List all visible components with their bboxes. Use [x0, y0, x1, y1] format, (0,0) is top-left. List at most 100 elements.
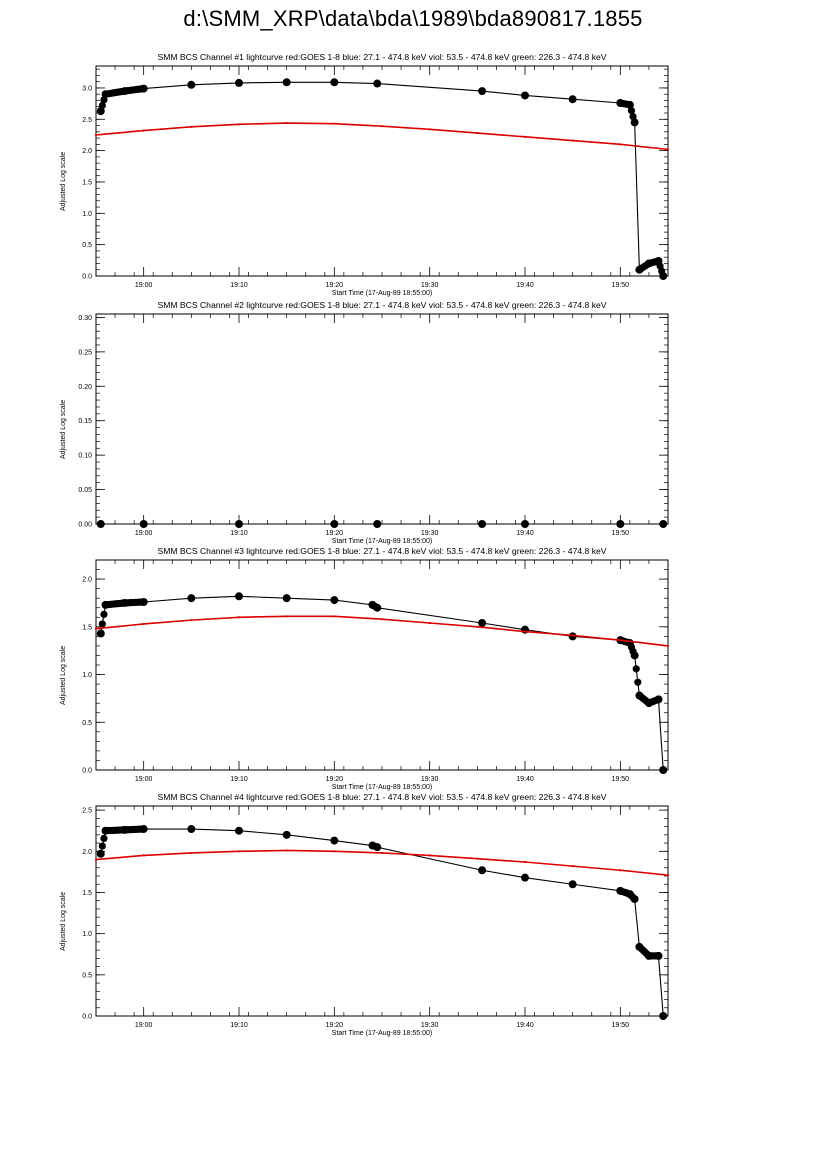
x-tick-label: 19:50	[612, 530, 630, 537]
bcs-data-point	[478, 619, 487, 627]
bcs-data-point	[372, 603, 380, 611]
x-axis-label: Start Time (17-Aug-89 18:55:00)	[331, 784, 433, 791]
bcs-series-line	[100, 81, 664, 277]
bcs-data-point	[521, 873, 529, 882]
y-axis-label: Adjusted Log scale	[60, 645, 67, 705]
goes-data-point	[523, 135, 527, 138]
y-tick-label: 1.0	[82, 211, 92, 218]
chart-svg: 19:00 19:10 19:20 19:30 19:40 19:50 0.0 0.5 1.0 1…	[82, 805, 670, 1029]
goes-data-point	[94, 133, 98, 137]
bcs-data-point	[100, 96, 108, 104]
x-tick-label: 19:30	[421, 776, 439, 783]
y-tick-label: 0.05	[78, 487, 92, 494]
goes-data-point	[285, 121, 288, 125]
goes-data-point	[523, 860, 527, 864]
goes-data-point	[333, 615, 336, 618]
y-tick-label: 1.5	[82, 179, 92, 186]
bcs-data-point	[659, 520, 668, 528]
chart-svg: 19:00 19:10 19:20 19:30 19:40 19:50 0.00 0.05 0.…	[78, 313, 669, 537]
bcs-data-point	[98, 842, 106, 850]
goes-data-point	[571, 865, 574, 868]
bcs-data-point	[632, 665, 640, 673]
y-tick-label: 2.5	[82, 808, 92, 815]
bcs-data-point	[372, 843, 380, 851]
goes-data-point	[571, 634, 574, 637]
bcs-data-point	[282, 78, 291, 87]
chart-title: SMM BCS Channel #1 lightcurve red:GOES 1…	[157, 52, 607, 62]
chart-svg: 19:00 19:10 19:20 19:30 19:40 19:50 0.0 0.5 1.0 1…	[82, 65, 670, 289]
x-tick-label: 19:30	[421, 282, 439, 289]
y-tick-label: 2.0	[82, 577, 92, 584]
chart-title: SMM BCS Channel #3 lightcurve red:GOES 1…	[157, 546, 607, 556]
x-tick-label: 19:20	[326, 530, 344, 537]
bcs-data-point	[139, 520, 148, 528]
x-axis-label: Start Time (17-Aug-89 18:55:00)	[331, 538, 433, 545]
goes-data-point	[94, 858, 98, 861]
goes-data-point	[476, 625, 479, 628]
bcs-data-point	[653, 952, 661, 960]
goes-data-point	[428, 621, 431, 625]
x-tick-label: 19:10	[230, 776, 248, 783]
y-tick-label: 0.0	[82, 1014, 92, 1021]
y-tick-label: 0.5	[82, 242, 92, 249]
goes-data-point	[285, 615, 288, 618]
y-tick-label: 0.25	[78, 349, 92, 356]
goes-data-point	[619, 143, 622, 146]
bcs-data-point	[187, 80, 196, 89]
bcs-data-point	[616, 520, 625, 528]
goes-series-line	[95, 615, 669, 647]
bcs-data-point	[330, 78, 339, 87]
goes-data-point	[237, 123, 241, 126]
x-tick-label: 19:40	[516, 282, 534, 289]
bcs-data-point	[478, 87, 487, 96]
bcs-data-point	[521, 91, 529, 100]
bcs-series-line	[100, 595, 664, 771]
bcs-data-point	[96, 849, 105, 858]
bcs-data-point	[634, 678, 642, 686]
x-axis-label: Start Time (17-Aug-89 18:55:00)	[331, 290, 433, 297]
y-axis-label: Adjusted Log scale	[60, 151, 67, 211]
x-tick-label: 19:10	[230, 282, 248, 289]
bcs-data-point	[96, 107, 105, 116]
chart-panel-channel-1: 19:00 19:10 19:20 19:30 19:40 19:50 0.0 0.5 1.0 1…	[0, 52, 826, 302]
goes-data-point	[237, 850, 241, 853]
y-axis-label: Adjusted Log scale	[60, 891, 67, 951]
goes-data-point	[94, 627, 98, 630]
x-tick-label: 19:00	[135, 1022, 153, 1029]
goes-data-point	[380, 851, 384, 855]
goes-data-point	[285, 849, 288, 852]
x-tick-label: 19:30	[421, 1022, 439, 1029]
bcs-data-point	[330, 836, 339, 845]
bcs-data-point	[653, 696, 661, 704]
goes-series-line	[95, 849, 669, 876]
y-tick-label: 0.5	[82, 720, 92, 727]
bcs-data-point	[187, 594, 196, 603]
bcs-data-point	[624, 100, 632, 109]
goes-data-point	[666, 644, 670, 648]
bcs-data-point	[659, 766, 668, 774]
y-tick-label: 1.5	[82, 624, 92, 631]
bcs-data-point	[330, 520, 339, 528]
goes-data-point	[142, 622, 145, 626]
bcs-data-point	[235, 592, 243, 601]
bcs-data-point	[373, 520, 382, 528]
goes-data-point	[380, 125, 384, 128]
y-tick-label: 2.0	[82, 148, 92, 155]
x-tick-label: 19:50	[612, 1022, 630, 1029]
bcs-data-point	[235, 78, 243, 87]
x-tick-label: 19:50	[612, 282, 630, 289]
chart-svg: 19:00 19:10 19:20 19:30 19:40 19:50 0.0 0.5 1.0 1…	[82, 559, 670, 783]
x-tick-label: 19:50	[612, 776, 630, 783]
bcs-series-line	[100, 828, 664, 1017]
bcs-data-point	[282, 594, 291, 603]
bcs-data-point	[98, 620, 106, 628]
goes-data-point	[333, 850, 336, 853]
x-tick-label: 19:40	[516, 1022, 534, 1029]
goes-data-point	[476, 857, 479, 860]
plot-frame	[95, 313, 669, 525]
bcs-data-point	[478, 866, 487, 875]
x-tick-label: 19:00	[135, 530, 153, 537]
bcs-data-point	[627, 107, 636, 115]
chart-title: SMM BCS Channel #2 lightcurve red:GOES 1…	[157, 300, 607, 310]
y-tick-label: 2.5	[82, 117, 92, 124]
